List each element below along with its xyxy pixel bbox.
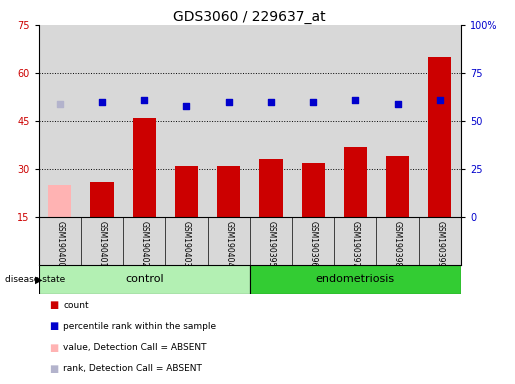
Bar xyxy=(301,162,325,217)
Text: ■: ■ xyxy=(49,343,58,353)
Text: GSM190395: GSM190395 xyxy=(266,221,276,267)
Point xyxy=(393,101,402,107)
Text: GSM190399: GSM190399 xyxy=(435,221,444,267)
Text: GSM190396: GSM190396 xyxy=(308,221,318,267)
Bar xyxy=(132,118,156,217)
Point xyxy=(309,99,317,105)
Text: percentile rank within the sample: percentile rank within the sample xyxy=(63,322,216,331)
Point xyxy=(267,99,275,105)
Text: rank, Detection Call = ABSENT: rank, Detection Call = ABSENT xyxy=(63,364,202,373)
Bar xyxy=(428,57,452,217)
Text: endometriosis: endometriosis xyxy=(316,274,395,285)
FancyBboxPatch shape xyxy=(39,265,250,294)
Text: GSM190401: GSM190401 xyxy=(97,221,107,267)
Text: ■: ■ xyxy=(49,300,58,310)
Bar xyxy=(175,166,198,217)
Point xyxy=(98,99,106,105)
FancyBboxPatch shape xyxy=(250,265,461,294)
Point xyxy=(351,97,359,103)
Text: GSM190400: GSM190400 xyxy=(55,221,64,267)
Text: value, Detection Call = ABSENT: value, Detection Call = ABSENT xyxy=(63,343,207,352)
Text: GSM190403: GSM190403 xyxy=(182,221,191,267)
Title: GDS3060 / 229637_at: GDS3060 / 229637_at xyxy=(174,10,326,24)
Text: GSM190398: GSM190398 xyxy=(393,221,402,267)
Point xyxy=(225,99,233,105)
Bar xyxy=(90,182,114,217)
Point xyxy=(140,97,148,103)
Text: GSM190404: GSM190404 xyxy=(224,221,233,267)
Point xyxy=(56,101,64,107)
Text: GSM190402: GSM190402 xyxy=(140,221,149,267)
Text: count: count xyxy=(63,301,89,310)
Bar xyxy=(48,185,72,217)
Text: ▶: ▶ xyxy=(35,274,43,285)
Text: control: control xyxy=(125,274,164,285)
Text: ■: ■ xyxy=(49,321,58,331)
Point xyxy=(436,97,444,103)
Bar xyxy=(217,166,241,217)
Bar xyxy=(344,147,367,217)
Text: disease state: disease state xyxy=(5,275,65,284)
Text: ■: ■ xyxy=(49,364,58,374)
Bar xyxy=(386,156,409,217)
Point xyxy=(182,103,191,109)
Text: GSM190397: GSM190397 xyxy=(351,221,360,267)
Bar xyxy=(259,159,283,217)
